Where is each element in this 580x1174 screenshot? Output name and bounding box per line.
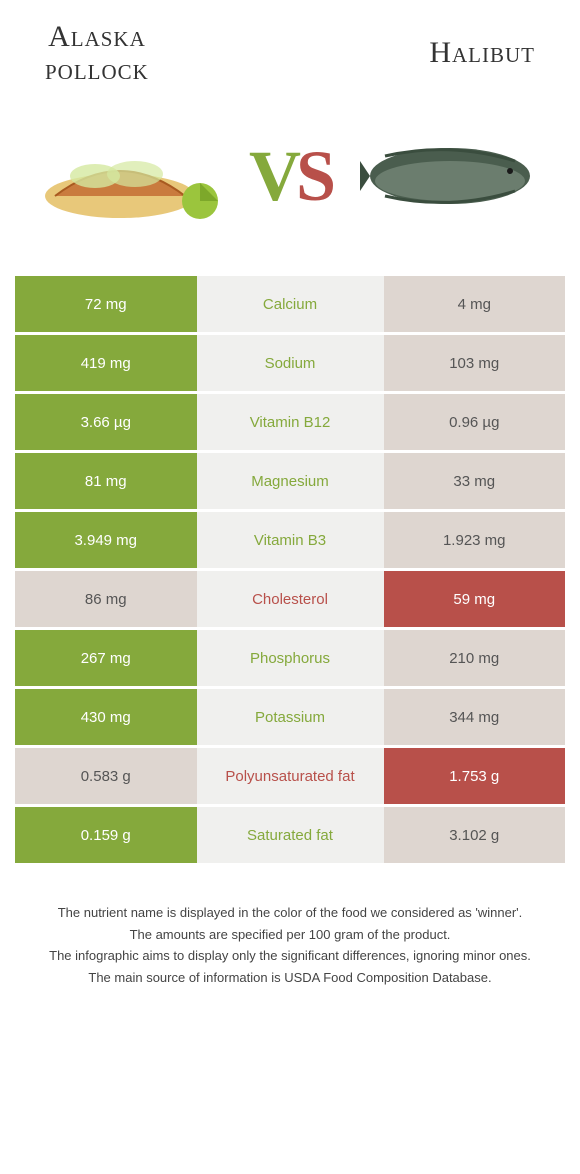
food-image-right xyxy=(355,126,545,226)
cell-nutrient-label: Calcium xyxy=(197,276,384,332)
cell-right-value: 3.102 g xyxy=(384,807,566,863)
cell-left-value: 419 mg xyxy=(15,335,197,391)
title-left-line1: Alaska xyxy=(45,20,149,53)
table-row: 0.159 gSaturated fat3.102 g xyxy=(15,807,565,863)
cell-left-value: 81 mg xyxy=(15,453,197,509)
cell-right-value: 0.96 µg xyxy=(384,394,566,450)
footer-line1: The nutrient name is displayed in the co… xyxy=(35,903,545,923)
cell-left-value: 3.949 mg xyxy=(15,512,197,568)
cell-left-value: 430 mg xyxy=(15,689,197,745)
title-left-line2: pollock xyxy=(45,53,149,86)
cell-left-value: 0.583 g xyxy=(15,748,197,804)
table-row: 86 mgCholesterol59 mg xyxy=(15,571,565,627)
footer-line3: The infographic aims to display only the… xyxy=(35,946,545,966)
cell-nutrient-label: Magnesium xyxy=(197,453,384,509)
footer-line4: The main source of information is USDA F… xyxy=(35,968,545,988)
vs-label: VS xyxy=(249,135,331,218)
cell-left-value: 72 mg xyxy=(15,276,197,332)
footer: The nutrient name is displayed in the co… xyxy=(15,903,565,987)
cell-nutrient-label: Sodium xyxy=(197,335,384,391)
cell-right-value: 1.753 g xyxy=(384,748,566,804)
cell-nutrient-label: Saturated fat xyxy=(197,807,384,863)
cell-right-value: 103 mg xyxy=(384,335,566,391)
table-row: 430 mgPotassium344 mg xyxy=(15,689,565,745)
food-image-left xyxy=(35,126,225,226)
table-row: 3.949 mgVitamin B31.923 mg xyxy=(15,512,565,568)
cell-right-value: 210 mg xyxy=(384,630,566,686)
title-right: Halibut xyxy=(429,36,535,70)
halibut-icon xyxy=(355,126,545,226)
title-left: Alaska pollock xyxy=(45,20,149,86)
cell-nutrient-label: Phosphorus xyxy=(197,630,384,686)
taco-icon xyxy=(35,126,225,226)
comparison-table: 72 mgCalcium4 mg419 mgSodium103 mg3.66 µ… xyxy=(15,276,565,863)
cell-right-value: 59 mg xyxy=(384,571,566,627)
table-row: 0.583 gPolyunsaturated fat1.753 g xyxy=(15,748,565,804)
cell-left-value: 86 mg xyxy=(15,571,197,627)
table-row: 267 mgPhosphorus210 mg xyxy=(15,630,565,686)
cell-nutrient-label: Potassium xyxy=(197,689,384,745)
cell-left-value: 0.159 g xyxy=(15,807,197,863)
cell-left-value: 267 mg xyxy=(15,630,197,686)
table-row: 81 mgMagnesium33 mg xyxy=(15,453,565,509)
cell-right-value: 1.923 mg xyxy=(384,512,566,568)
header: Alaska pollock Halibut xyxy=(15,20,565,86)
table-row: 3.66 µgVitamin B120.96 µg xyxy=(15,394,565,450)
table-row: 72 mgCalcium4 mg xyxy=(15,276,565,332)
vs-s: S xyxy=(296,136,331,216)
cell-nutrient-label: Cholesterol xyxy=(197,571,384,627)
table-row: 419 mgSodium103 mg xyxy=(15,335,565,391)
images-row: VS xyxy=(15,126,565,226)
footer-line2: The amounts are specified per 100 gram o… xyxy=(35,925,545,945)
cell-nutrient-label: Polyunsaturated fat xyxy=(197,748,384,804)
cell-right-value: 344 mg xyxy=(384,689,566,745)
cell-right-value: 33 mg xyxy=(384,453,566,509)
cell-nutrient-label: Vitamin B12 xyxy=(197,394,384,450)
cell-nutrient-label: Vitamin B3 xyxy=(197,512,384,568)
vs-v: V xyxy=(249,136,296,216)
cell-right-value: 4 mg xyxy=(384,276,566,332)
cell-left-value: 3.66 µg xyxy=(15,394,197,450)
